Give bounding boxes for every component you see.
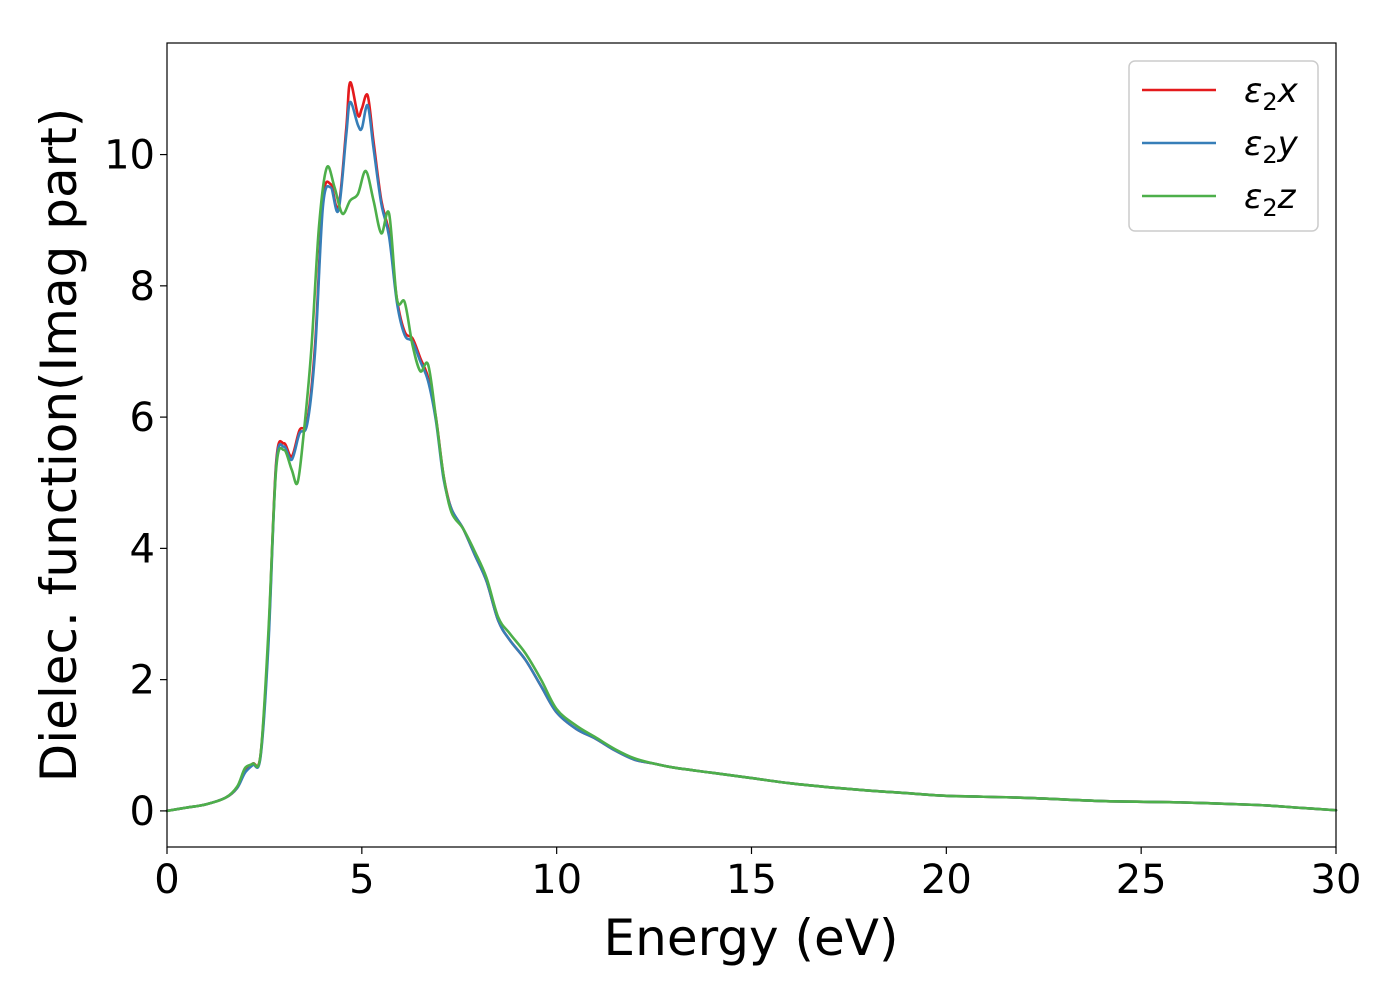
- x-axis-title: Energy (eV): [604, 909, 899, 967]
- series-line-z: [165, 165, 1338, 813]
- y-tick-label: 10: [104, 133, 155, 179]
- legend-label-y: ε2y: [1244, 124, 1299, 169]
- y-tick-label: 8: [130, 264, 155, 310]
- y-axis-title: Dielec. function(Imag part): [30, 108, 88, 783]
- series-layer: [165, 81, 1338, 813]
- x-tick-label: 25: [1116, 857, 1167, 903]
- x-tick-label: 30: [1311, 857, 1362, 903]
- y-tick-label: 0: [130, 789, 155, 835]
- y-tick-label: 6: [130, 395, 155, 441]
- legend-label-z: ε2z: [1244, 177, 1297, 222]
- y-tick-label: 2: [130, 658, 155, 704]
- x-tick-label: 0: [154, 857, 179, 903]
- x-axis-ticks: 0 5 10 15 20 25 30: [154, 847, 1361, 903]
- x-tick-label: 20: [921, 857, 972, 903]
- legend-label-x: ε2x: [1244, 71, 1299, 116]
- y-axis-ticks: 0 2 4 6 8 10: [104, 133, 167, 835]
- x-tick-label: 15: [726, 857, 777, 903]
- x-tick-label: 10: [531, 857, 582, 903]
- legend: ε2x ε2y ε2z: [1128, 60, 1319, 232]
- x-tick-label: 5: [349, 857, 374, 903]
- legend-box: [1128, 60, 1319, 232]
- y-tick-label: 4: [130, 526, 155, 572]
